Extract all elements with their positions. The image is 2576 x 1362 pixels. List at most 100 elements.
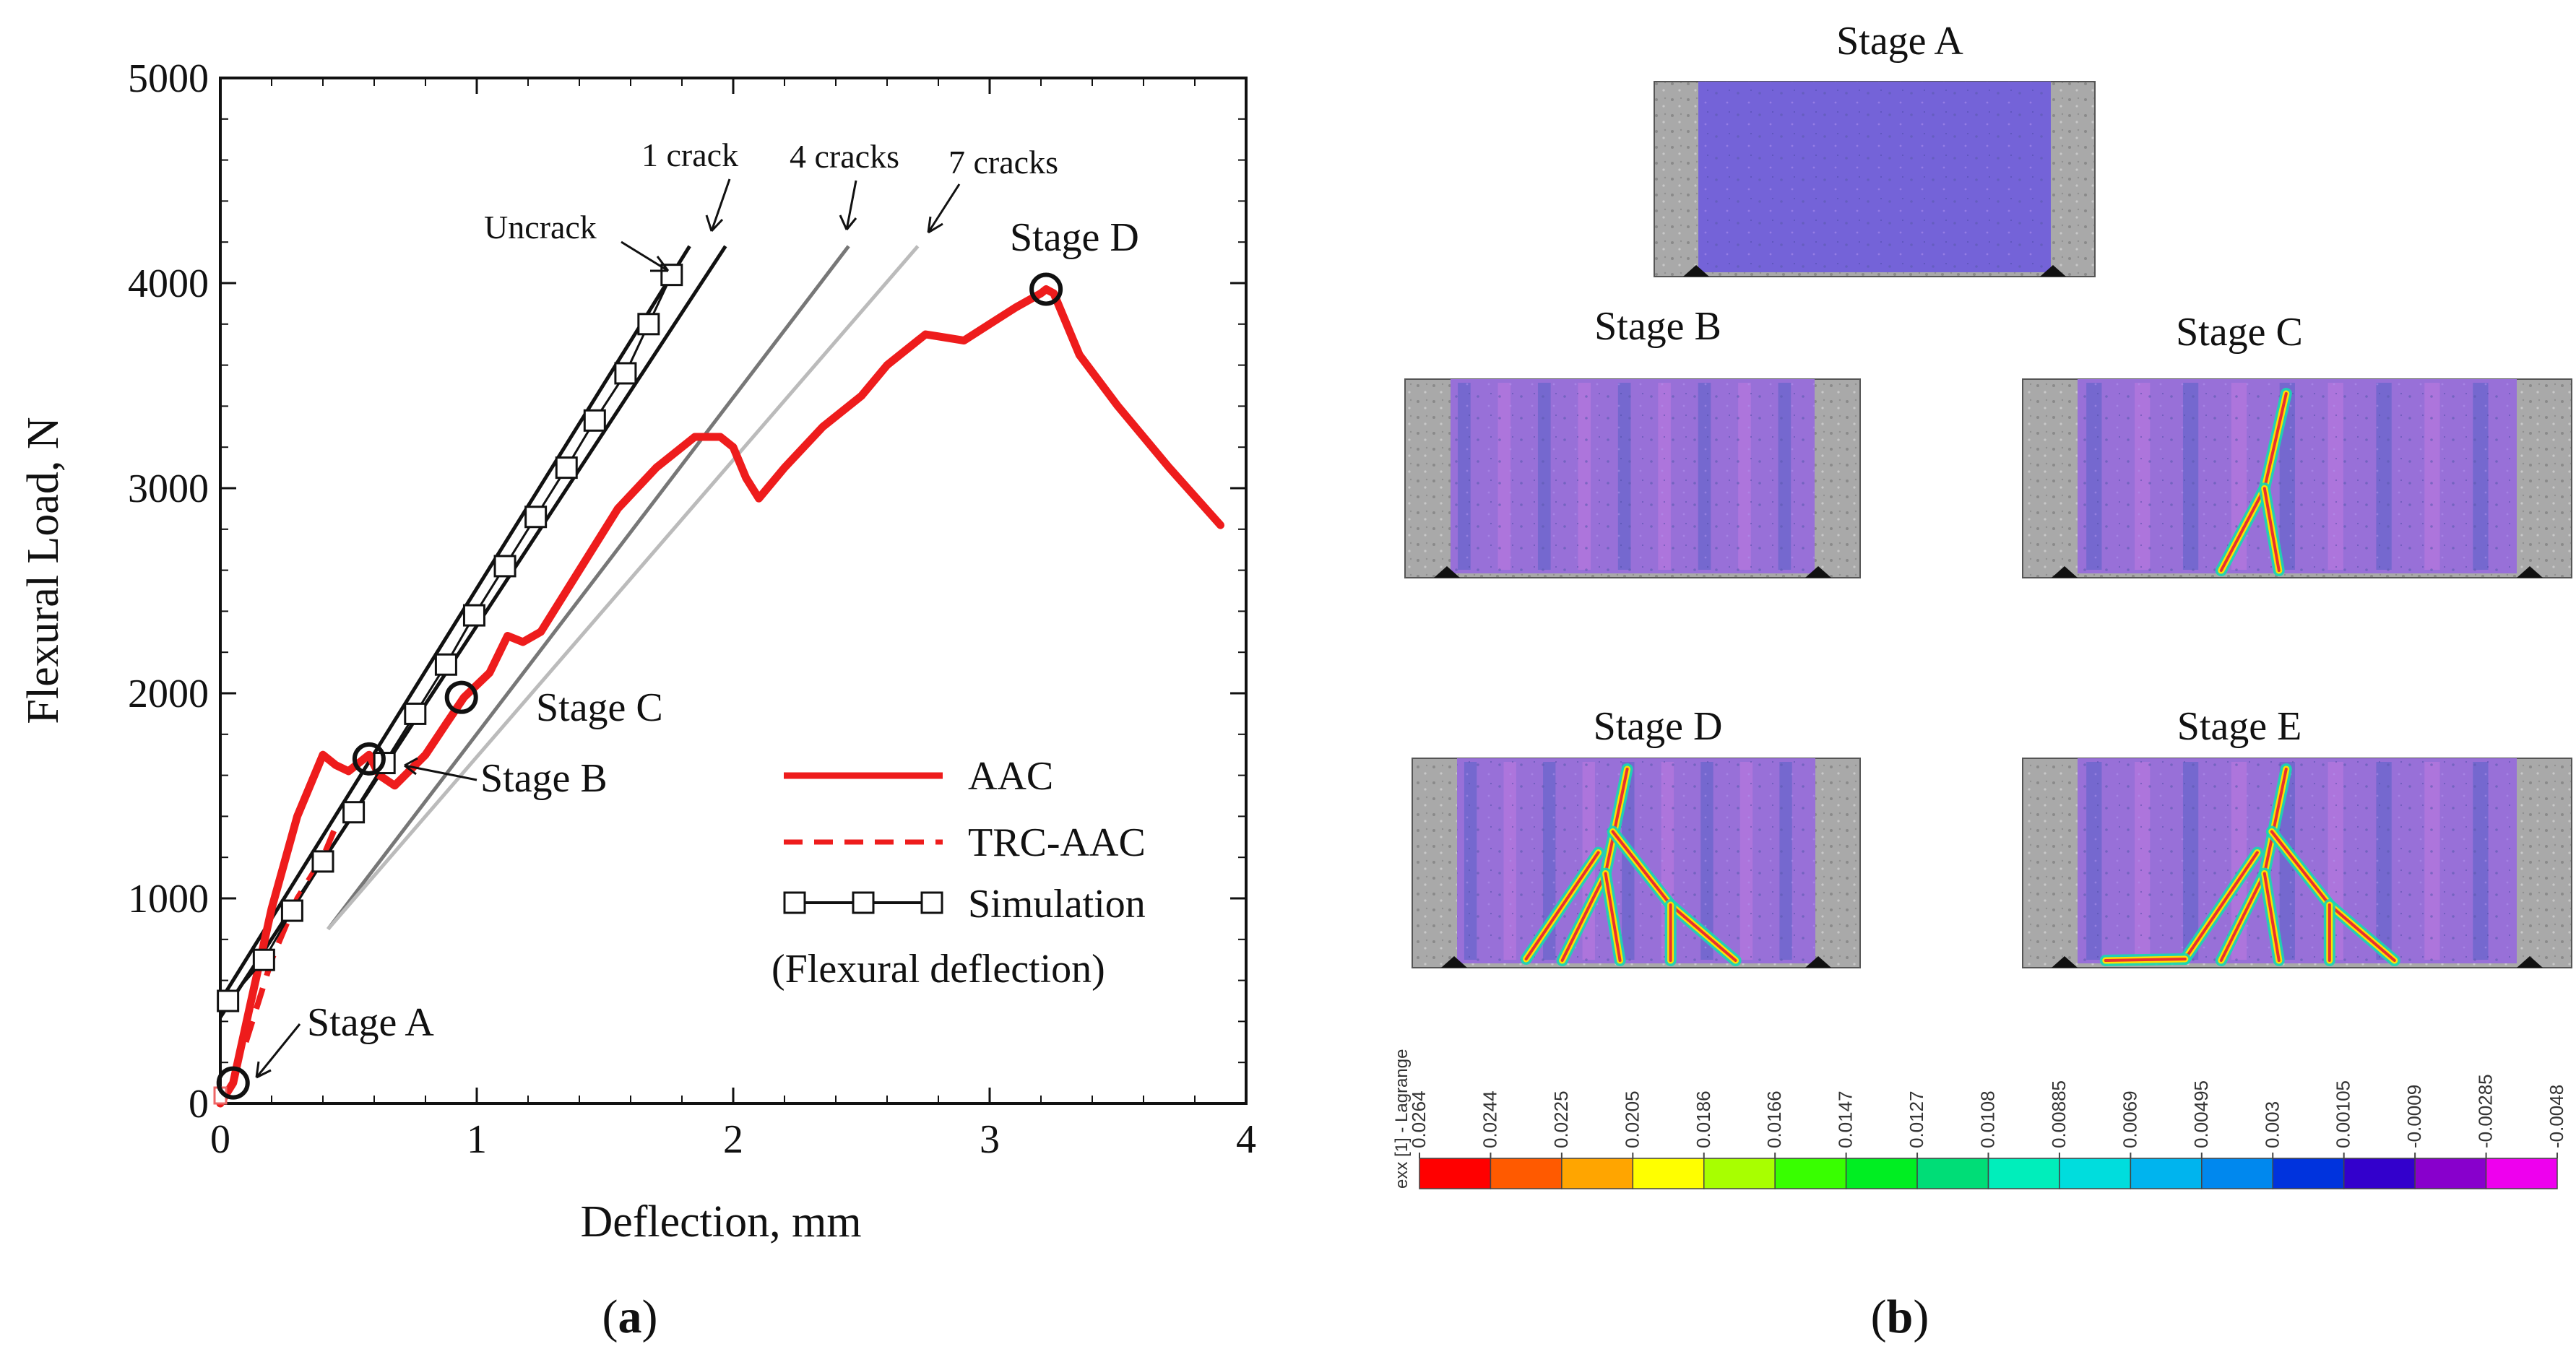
reference-lines — [218, 245, 920, 1019]
simulation-point — [311, 850, 334, 873]
simulation-point — [280, 899, 303, 922]
colorbar-segment — [1987, 1158, 2060, 1189]
crack-pattern — [2215, 388, 2292, 576]
reference-line-1-crack — [218, 245, 727, 1019]
colorbar: 0.0264 0.0244 0.0225 0.0205 0.0186 0.0166 0.01… — [1392, 1049, 2567, 1189]
x-tick-label: 4 — [1236, 1117, 1256, 1162]
colorbar-tick-label: 0.0205 — [1621, 1090, 1643, 1148]
x-tick-label: 2 — [723, 1117, 743, 1162]
arrow-stage-a — [255, 1023, 301, 1079]
series-layer — [213, 264, 1224, 1108]
caption-a: (a) — [602, 1291, 658, 1343]
colorbar-segment — [1490, 1158, 1563, 1189]
simulation-point — [434, 653, 457, 676]
arrow-7-cracks — [927, 183, 961, 234]
chart-axes: 0 1 2 3 4 0 1000 2000 3000 4000 5000 — [128, 56, 1256, 1162]
colorbar-tick-label: 0.003 — [2261, 1101, 2283, 1148]
annotation-uncrack: Uncrack — [484, 209, 597, 246]
arrow-4-cracks — [839, 180, 857, 230]
colorbar-segment — [1561, 1158, 1634, 1189]
annotation-arrows — [255, 178, 961, 1079]
simulation-point — [555, 456, 578, 480]
colorbar-segment — [1703, 1158, 1776, 1189]
reference-line-uncrack — [218, 245, 691, 1002]
legend-label-aac: AAC — [968, 754, 1053, 799]
colorbar-segment — [1632, 1158, 1705, 1189]
colorbar-segment — [2272, 1158, 2345, 1189]
series-aac — [216, 285, 1224, 1108]
specimen-stage-d: Stage D — [1412, 704, 1861, 968]
y-tick-label: 5000 — [128, 56, 209, 101]
colorbar-segment — [1845, 1158, 1918, 1189]
colorbar-segment — [1419, 1158, 1492, 1189]
reference-line-4-cracks — [327, 245, 850, 931]
x-tick-label: 1 — [467, 1117, 487, 1162]
specimen-stage-e: Stage E — [2022, 704, 2572, 968]
specimen-stage-b: Stage B — [1404, 304, 1861, 578]
colorbar-label: exx [1] - Lagrange — [1392, 1049, 1412, 1189]
annotation-stage-d: Stage D — [1010, 215, 1139, 260]
x-tick-label: 3 — [980, 1117, 1000, 1162]
annotation-stage-b: Stage B — [480, 756, 608, 801]
dic-panel-b: Stage A Stage B Stage C Stage D Stage E 0.02… — [1392, 19, 2572, 1343]
stage-label: Stage A — [1836, 19, 1963, 64]
stage-marker-d — [1029, 272, 1063, 306]
colorbar-tick-label: 0.0244 — [1479, 1090, 1500, 1148]
colorbar-tick-label: 0.0108 — [1977, 1090, 1999, 1148]
colorbar-tick-label: 0.00885 — [2048, 1080, 2070, 1148]
legend-marker-3 — [920, 891, 943, 914]
arrow-1-crack — [705, 178, 731, 233]
simulation-point — [462, 604, 485, 627]
specimen-stage-c: Stage C — [2022, 310, 2572, 578]
colorbar-tick-label: 0.00495 — [2190, 1080, 2212, 1148]
stage-label: Stage B — [1594, 304, 1721, 349]
stage-markers — [216, 272, 1063, 1100]
simulation-point — [252, 948, 275, 971]
colorbar-tick-label: -0.0048 — [2546, 1085, 2567, 1148]
chart-panel-a: 0 1 2 3 4 0 1000 2000 3000 4000 5000 Deflection, m… — [19, 56, 1256, 1343]
annotation-7-cracks: 7 cracks — [948, 144, 1058, 181]
simulation-point — [493, 555, 517, 578]
simulation-point — [660, 264, 683, 287]
colorbar-tick-label: 0.0069 — [2119, 1090, 2140, 1148]
simulation-point — [583, 409, 606, 432]
simulation-point — [614, 362, 637, 385]
y-axis-title: Flexural Load, N — [19, 417, 68, 724]
colorbar-tick-label: -0.0009 — [2403, 1085, 2425, 1148]
stage-label: Stage D — [1594, 704, 1723, 749]
stage-label: Stage E — [2177, 704, 2302, 749]
simulation-point — [404, 702, 427, 725]
series-simulation — [227, 274, 673, 1002]
colorbar-tick-label: 0.0186 — [1693, 1090, 1714, 1148]
arrow-uncrack — [621, 240, 670, 272]
colorbar-tick-label: 0.0264 — [1408, 1090, 1430, 1148]
colorbar-segment — [2201, 1158, 2273, 1189]
colorbar-segment — [2130, 1158, 2203, 1189]
annotation-stage-c: Stage C — [536, 685, 663, 730]
crack-pattern — [2099, 763, 2400, 966]
arrow-stage-b — [404, 757, 477, 781]
colorbar-tick-label: 0.0166 — [1763, 1090, 1785, 1148]
colorbar-tick-label: 0.0127 — [1906, 1090, 1927, 1148]
reference-line-7-cracks — [327, 245, 920, 931]
colorbar-segment — [1916, 1158, 1989, 1189]
simulation-point — [524, 506, 548, 529]
colorbar-segment — [2414, 1158, 2487, 1189]
legend-marker-2 — [852, 891, 875, 914]
y-tick-label: 2000 — [128, 672, 209, 716]
y-tick-label: 1000 — [128, 877, 209, 921]
stage-marker-b — [352, 742, 386, 776]
stage-marker-c — [444, 680, 478, 714]
stage-marker-a — [216, 1066, 250, 1100]
x-tick-label: 0 — [210, 1117, 230, 1162]
series-trc-aac — [243, 825, 339, 1043]
legend-note: (Flexural deflection) — [771, 947, 1105, 992]
simulation-point — [637, 313, 660, 336]
specimen-stage-a: Stage A — [1654, 19, 2096, 277]
colorbar-segment — [2485, 1158, 2558, 1189]
colorbar-segment — [2343, 1158, 2416, 1189]
crack-pattern — [1520, 763, 1742, 966]
x-axis-title: Deflection, mm — [580, 1197, 861, 1246]
colorbar-tick-label: 0.0225 — [1550, 1090, 1572, 1148]
